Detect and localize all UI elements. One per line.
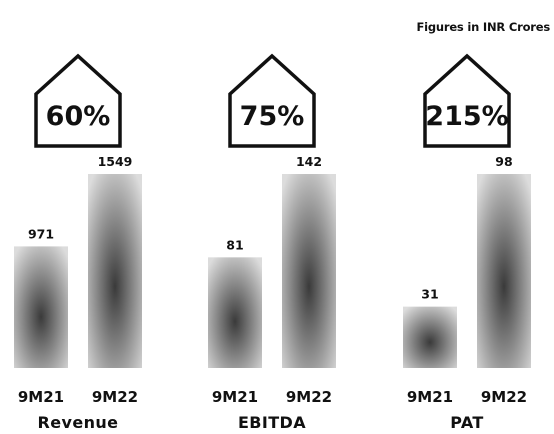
data-label: 31 bbox=[421, 287, 438, 302]
data-label: 142 bbox=[296, 154, 322, 169]
bar bbox=[477, 174, 531, 368]
bar bbox=[14, 246, 68, 368]
growth-label: 75% bbox=[240, 101, 305, 132]
data-label: 971 bbox=[28, 226, 54, 241]
category-label: 9M21 bbox=[212, 388, 258, 406]
bar bbox=[88, 174, 142, 368]
growth-badge-house bbox=[228, 53, 316, 148]
group-label: EBITDA bbox=[238, 413, 306, 432]
category-label: 9M21 bbox=[407, 388, 453, 406]
bar bbox=[282, 174, 336, 368]
category-label: 9M21 bbox=[18, 388, 64, 406]
category-label: 9M22 bbox=[286, 388, 332, 406]
growth-label: 60% bbox=[46, 101, 111, 132]
data-label: 81 bbox=[226, 237, 243, 252]
group-label: PAT bbox=[450, 413, 484, 432]
bar bbox=[208, 257, 262, 368]
bar bbox=[403, 306, 457, 368]
growth-label: 215% bbox=[425, 101, 508, 132]
growth-badge-house bbox=[423, 53, 511, 148]
group-label: Revenue bbox=[38, 413, 119, 432]
data-label: 98 bbox=[495, 154, 512, 169]
category-label: 9M22 bbox=[92, 388, 138, 406]
data-label: 1549 bbox=[98, 154, 133, 169]
growth-badge-house bbox=[34, 53, 122, 148]
units-note: Figures in INR Crores bbox=[416, 20, 550, 34]
category-label: 9M22 bbox=[481, 388, 527, 406]
